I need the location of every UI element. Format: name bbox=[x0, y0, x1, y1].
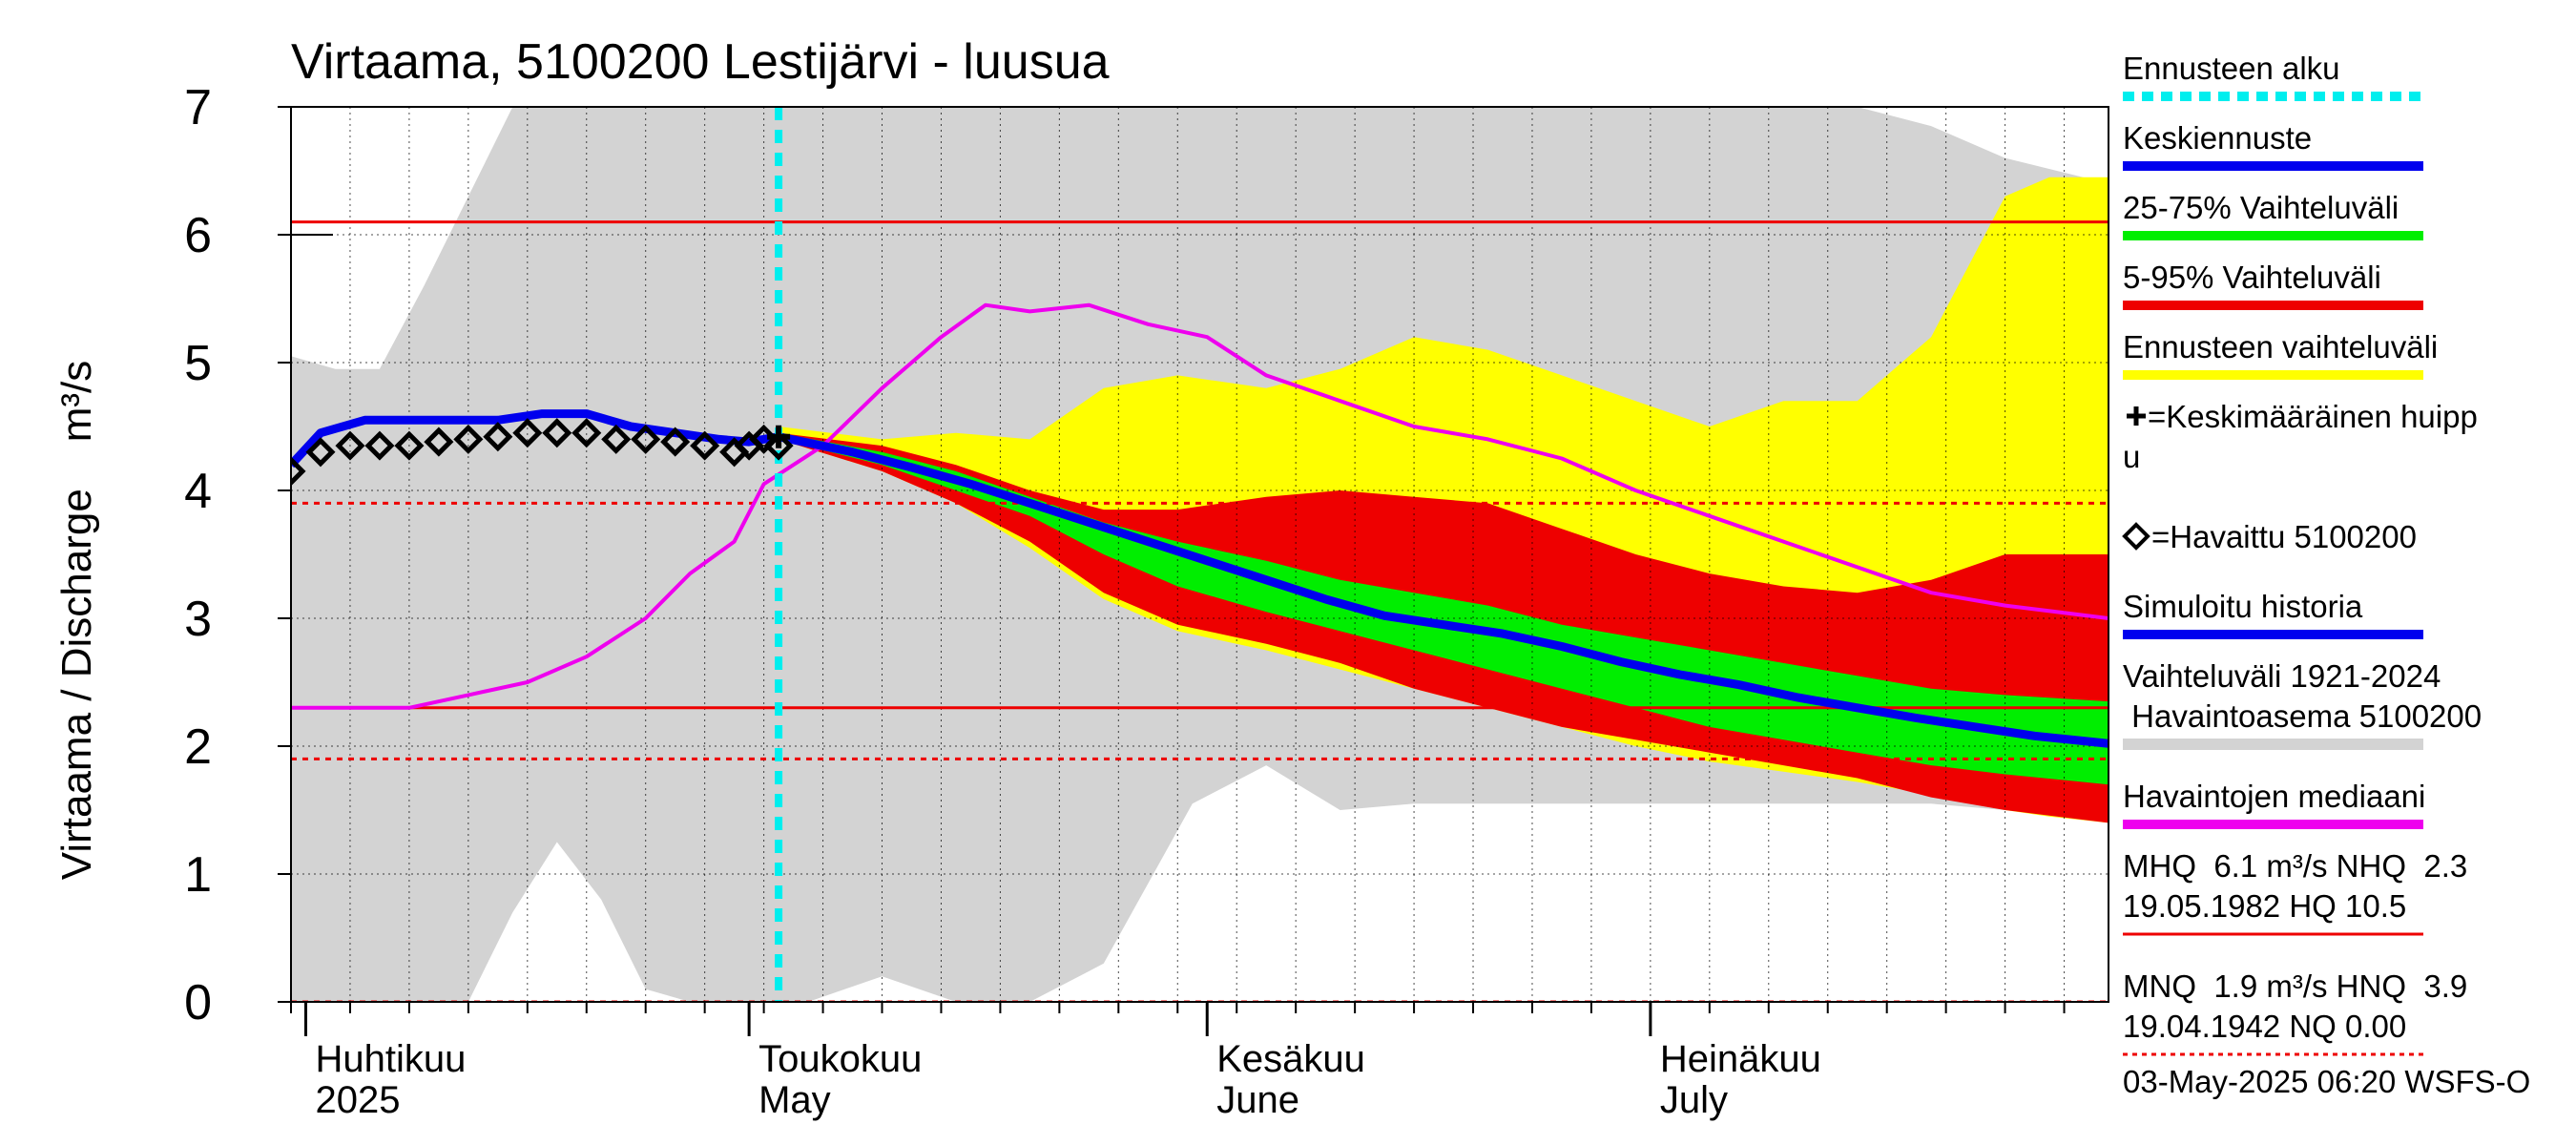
x-month-sublabel: July bbox=[1660, 1079, 1728, 1121]
legend-item: Vaihteluväli 1921-2024 Havaintoasema 510… bbox=[2123, 658, 2482, 750]
y-tick-label: 4 bbox=[184, 464, 212, 519]
observed-point bbox=[305, 437, 336, 468]
legend-label: 25-75% Vaihteluväli bbox=[2123, 190, 2399, 225]
y-tick-label: 7 bbox=[184, 80, 212, 135]
legend-label: Ennusteen alku bbox=[2123, 51, 2340, 86]
y-axis-label: Virtaama / Discharge m³/s bbox=[53, 361, 100, 880]
y-tick-label: 0 bbox=[184, 975, 212, 1030]
legend-label-line2: 19.05.1982 HQ 10.5 bbox=[2123, 888, 2406, 924]
mean-forecast-line bbox=[778, 432, 2109, 748]
y-tick-label: 6 bbox=[184, 208, 212, 263]
observed-point bbox=[364, 430, 395, 461]
legend-label: MNQ 1.9 m³/s HNQ 3.9 bbox=[2123, 968, 2467, 1004]
legend-item: 25-75% Vaihteluväli bbox=[2123, 190, 2423, 240]
legend-item: Ennusteen vaihteluväli bbox=[2123, 329, 2438, 380]
x-month-label: Huhtikuu bbox=[315, 1038, 466, 1080]
legend-item: MHQ 6.1 m³/s NHQ 2.3 19.05.1982 HQ 10.5 bbox=[2123, 848, 2467, 936]
observed-point bbox=[763, 430, 794, 461]
observed-point bbox=[601, 424, 632, 454]
observed-point bbox=[453, 424, 484, 454]
legend-label: Keskiennuste bbox=[2123, 120, 2312, 156]
observed-point bbox=[571, 418, 602, 448]
x-month-sublabel: May bbox=[758, 1079, 831, 1121]
observed-point bbox=[335, 430, 365, 461]
legend-label: Havaintojen mediaani bbox=[2123, 779, 2425, 814]
observed-point bbox=[660, 427, 691, 457]
legend-plus-icon bbox=[2127, 406, 2146, 426]
legend-item: 5-95% Vaihteluväli bbox=[2123, 260, 2423, 310]
legend-diamond-icon bbox=[2122, 522, 2150, 551]
observed-point bbox=[542, 418, 572, 448]
median-line bbox=[291, 302, 2109, 710]
legend-label-line2: Havaintoasema 5100200 bbox=[2123, 698, 2482, 734]
legend-label: MHQ 6.1 m³/s NHQ 2.3 bbox=[2123, 848, 2467, 884]
y-tick-label: 3 bbox=[184, 592, 212, 647]
observed-point bbox=[394, 430, 425, 461]
observed-point bbox=[631, 424, 661, 454]
mean-peak-marker bbox=[767, 425, 791, 448]
observed-point bbox=[512, 418, 543, 448]
legend-item: Simuloitu historia bbox=[2123, 589, 2423, 639]
x-month-sublabel: June bbox=[1216, 1079, 1299, 1121]
legend-label-line2: u bbox=[2123, 439, 2140, 474]
legend-label: =Keskimääräinen huipp bbox=[2148, 399, 2478, 434]
chart-title: Virtaama, 5100200 Lestijärvi - luusua bbox=[291, 34, 1110, 90]
observed-point bbox=[483, 422, 513, 452]
footer-timestamp: 03-May-2025 06:20 WSFS-O bbox=[2123, 1064, 2530, 1099]
legend-item: Keskiennuste bbox=[2123, 120, 2423, 171]
legend-item: Ennusteen alku bbox=[2123, 51, 2423, 101]
y-tick-label: 5 bbox=[184, 336, 212, 391]
observed-point bbox=[291, 456, 306, 487]
legend-item: Havaintojen mediaani bbox=[2123, 779, 2425, 829]
x-month-label: Heinäkuu bbox=[1660, 1038, 1821, 1080]
legend-label: Ennusteen vaihteluväli bbox=[2123, 329, 2438, 364]
legend-label: =Havaittu 5100200 bbox=[2151, 519, 2417, 554]
observed-point bbox=[690, 430, 720, 461]
simulated-history-line bbox=[291, 409, 779, 468]
legend-item: =Havaittu 5100200 bbox=[2122, 519, 2417, 554]
legend-item: MNQ 1.9 m³/s HNQ 3.9 19.04.1942 NQ 0.00 bbox=[2123, 968, 2467, 1056]
x-month-label: Toukokuu bbox=[758, 1038, 922, 1080]
legend-label: 5-95% Vaihteluväli bbox=[2123, 260, 2381, 295]
x-month-label: Kesäkuu bbox=[1216, 1038, 1365, 1080]
legend-label: Simuloitu historia bbox=[2123, 589, 2363, 624]
y-tick-label: 1 bbox=[184, 847, 212, 903]
legend-label-line2: 19.04.1942 NQ 0.00 bbox=[2123, 1009, 2406, 1044]
x-month-sublabel: 2025 bbox=[315, 1079, 400, 1121]
legend-label: Vaihteluväli 1921-2024 bbox=[2123, 658, 2441, 694]
plot-frame bbox=[290, 106, 2109, 1003]
y-tick-label: 2 bbox=[184, 719, 212, 775]
observed-point bbox=[424, 427, 454, 457]
